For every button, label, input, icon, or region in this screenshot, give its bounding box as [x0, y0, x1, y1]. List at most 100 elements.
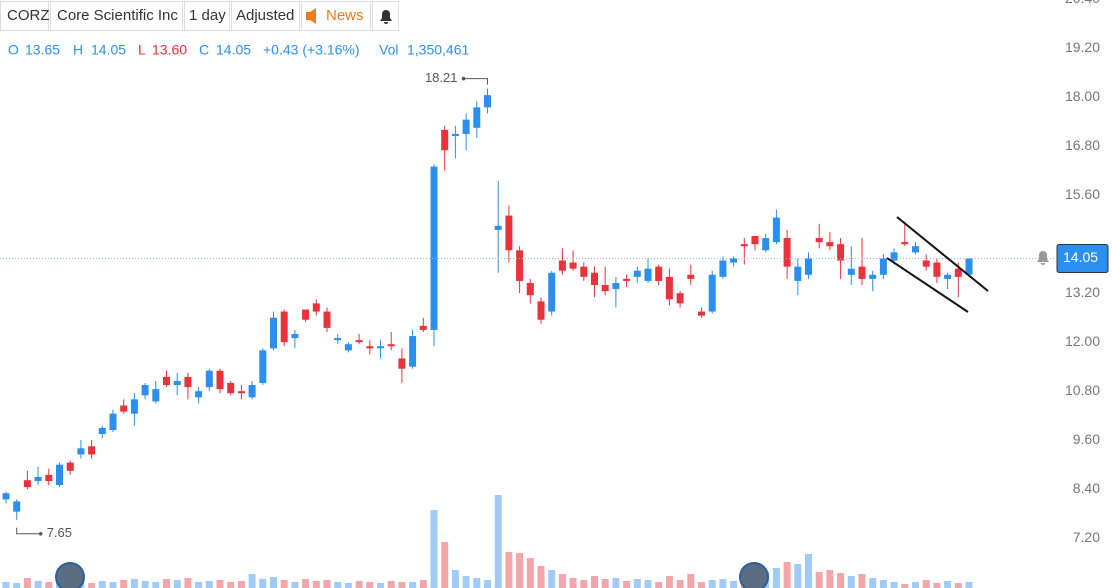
volume-bar [730, 581, 738, 588]
volume-bar [163, 579, 170, 588]
candle-body [205, 370, 213, 388]
candle-body [377, 346, 384, 349]
trend-line-lower [886, 257, 969, 313]
candle-body [869, 274, 877, 279]
volume-bar [409, 582, 417, 588]
volume-bar [227, 582, 235, 588]
volume-bar [665, 576, 673, 588]
volume-bar [708, 580, 716, 588]
volume-bar [430, 510, 438, 588]
y-tick-label: 10.80 [1065, 382, 1100, 398]
candle-body [580, 266, 588, 277]
volume-bar [805, 554, 812, 588]
candle-body [879, 258, 887, 275]
candle-body [633, 270, 641, 277]
toolbar: CORZ Core Scientific Inc 1 day Adjusted … [0, 1, 399, 31]
candle-body [655, 266, 663, 281]
candle-body [484, 95, 491, 108]
candle-body [837, 244, 845, 261]
low-marker-line [16, 527, 41, 535]
volume-bar [195, 582, 203, 588]
candle-body [88, 446, 96, 455]
volume-bar [719, 579, 727, 588]
candle-body [173, 380, 181, 386]
volume-bar [558, 574, 566, 588]
event-marker[interactable] [55, 562, 85, 588]
candle-body [2, 493, 10, 500]
close-label: C [199, 42, 209, 58]
company-name: Core Scientific Inc [57, 7, 178, 24]
volume-bar [484, 580, 491, 588]
volume-bar [259, 579, 267, 588]
volume-bar [2, 582, 10, 588]
volume-bar [355, 581, 363, 588]
last-price-label: 14.05 [1063, 249, 1098, 265]
candle-body [152, 389, 160, 402]
volume-bar [526, 558, 534, 588]
volume-bar [248, 574, 256, 588]
event-marker[interactable] [739, 562, 769, 588]
candle-body [334, 338, 342, 341]
volume-bar [965, 581, 973, 588]
candle-body [56, 464, 63, 486]
volume-label: Vol [379, 42, 398, 58]
volume-bar [130, 579, 138, 588]
volume-bar [548, 570, 556, 588]
volume-bar [23, 578, 31, 588]
volume-bar [419, 580, 427, 588]
volume-bar [826, 570, 834, 588]
candle-body [98, 427, 106, 435]
candle-body [623, 278, 631, 281]
volume-bar [302, 579, 310, 588]
volume-bar [184, 578, 192, 588]
candle-body [291, 334, 299, 339]
interval: 1 day [189, 7, 226, 24]
plot: 18.21 7.65 [0, 70, 1056, 588]
volume-bar [451, 570, 459, 588]
volume-bar [462, 576, 470, 588]
candle-body [772, 217, 780, 243]
low-marker-dot [38, 532, 43, 536]
high-marker-label: 18.21 [425, 70, 458, 85]
open-value: 13.65 [25, 42, 60, 58]
candle-body [462, 119, 470, 134]
candle-body [280, 311, 288, 343]
adjust-box[interactable] [231, 1, 300, 31]
candle-body [302, 309, 310, 320]
volume-bar [441, 542, 449, 588]
volume-bar [494, 495, 502, 588]
candle-body [409, 336, 417, 367]
volume-bar [473, 578, 481, 588]
volume-bar [772, 568, 780, 588]
candle-body [826, 242, 834, 247]
volume-bar [890, 582, 898, 588]
interval-box[interactable] [184, 1, 230, 31]
candle-body [120, 405, 128, 412]
volume-bar [623, 581, 631, 588]
y-tick-label: 16.80 [1065, 137, 1100, 153]
volume-bar [377, 583, 384, 588]
volume-bar [216, 580, 224, 588]
change: +0.43 (+3.16%) [263, 42, 360, 58]
symbol-box[interactable] [0, 1, 49, 31]
volume-bar [698, 582, 705, 588]
candle-body [526, 282, 534, 296]
candle-body [933, 262, 941, 277]
y-tick-label: 19.20 [1065, 39, 1100, 55]
candle-body [698, 311, 705, 316]
volume-bar [612, 578, 620, 588]
volume-bar [291, 582, 299, 588]
candle-body [259, 350, 267, 384]
candle-body [13, 501, 21, 512]
candle-body [922, 260, 930, 267]
volume-bar [580, 580, 588, 588]
candle-body [494, 225, 502, 230]
candle-body [398, 358, 406, 369]
volume-bar [537, 566, 545, 588]
ohlc-legend: O 13.65 H 14.05 L 13.60 C 14.05 +0.43 (+… [8, 42, 469, 58]
volume-bar [173, 580, 181, 588]
price-alert-icon[interactable] [1037, 251, 1049, 265]
candle-body [719, 260, 727, 277]
